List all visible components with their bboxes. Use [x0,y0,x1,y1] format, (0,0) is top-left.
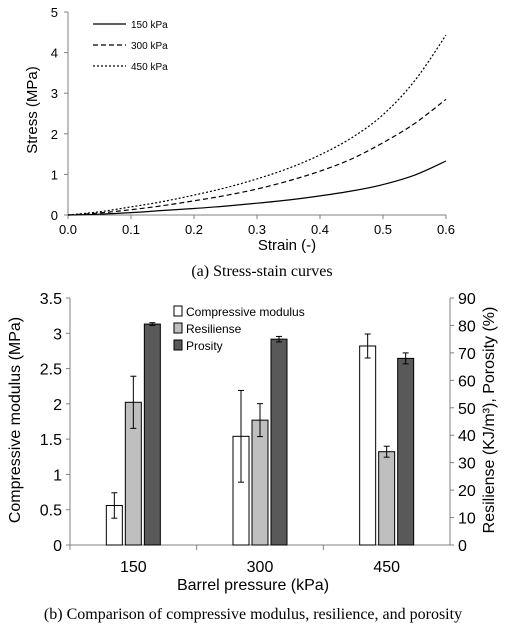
x-tick-label-a: 0.4 [311,222,329,237]
series-line-150-kpa [67,160,447,216]
y-tick-label-a: 4 [51,46,58,61]
x-tick-label-a: 0.5 [374,222,392,237]
bar-resiliense [378,451,396,546]
legend-swatch-b [173,322,183,334]
y2-tick-label-b: 70 [458,346,476,363]
x-axis-label-b: Barrel pressure (kPa) [177,577,329,594]
y-axis-label-a: Stress (MPa) [24,66,41,154]
error-bars-b [111,322,409,519]
caption-b: (b) Comparison of compressive modulus, r… [44,606,462,623]
y-tick-label-b: 3 [53,326,62,343]
series-line-300-kpa [67,98,447,216]
caption-a: (a) Stress-stain curves [191,263,332,280]
x-tick-label-a: 0.2 [185,222,203,237]
series-lines-a [67,34,447,216]
x-tick-label-a: 0.0 [59,222,77,237]
y2-tick-label-b: 10 [458,511,476,528]
tick-labels-a: 0.0 0.1 0.2 0.3 0.4 0.5 0.6 0 1 2 3 4 5 [51,5,455,237]
y-tick-label-a: 3 [51,86,58,101]
y-axis-label-b: Compressive modulus (MPa) [7,317,24,523]
series-line-450-kpa [67,34,447,216]
legend-swatch-b [173,305,183,317]
bars-b [105,323,415,546]
y-tick-label-a: 0 [51,208,58,223]
legend-label-a: 450 kPa [131,62,168,73]
y-tick-label-b: 2 [53,397,62,414]
y-tick-label-b: 0 [53,538,62,555]
y2-tick-label-b: 40 [458,428,476,445]
y-tick-label-b: 1 [53,467,62,484]
bar-prosity [397,357,415,546]
y2-axis-label-b: Resiliense (KJ/m³), Porosity (%) [481,307,498,534]
y2-tick-label-b: 90 [458,291,476,308]
bar-prosity [143,323,161,546]
y2-tick-label-b: 60 [458,373,476,390]
bar-resiliense [251,419,269,546]
y-tick-label-a: 2 [51,127,58,142]
y-tick-label-b: 0.5 [40,503,62,520]
y-tick-label-b: 2.5 [40,362,62,379]
legend-label-a: 150 kPa [131,20,168,31]
x-tick-label-b: 150 [120,559,147,576]
x-tick-label-a: 0.6 [437,222,455,237]
x-tick-label-a: 0.1 [122,222,140,237]
legend-label-b: Compressive modulus [186,305,305,319]
x-tick-label-a: 0.3 [248,222,266,237]
legend-label-b: Prosity [186,339,223,353]
bar-compressive-modulus [359,345,377,546]
y2-tick-label-b: 50 [458,401,476,418]
x-axis-label-a: Strain (-) [258,237,316,254]
y-tick-label-b: 3.5 [40,291,62,308]
legend-label-b: Resiliense [186,322,242,336]
y-tick-label-a: 5 [51,5,58,20]
tick-labels-b: 0 0.5 1 1.5 2 2.5 3 3.5 0 10 20 30 40 50 60 70 80 90 150 30… [40,291,476,576]
y2-tick-label-b: 30 [458,456,476,473]
legend-swatch-b [173,339,183,351]
bar-prosity [270,338,288,546]
legend-label-a: 300 kPa [131,41,168,52]
y-tick-label-b: 1.5 [40,432,62,449]
stress-strain-chart: 0.0 0.1 0.2 0.3 0.4 0.5 0.6 0 1 2 3 4 5 150 kPa 300 k… [24,5,455,280]
y2-tick-label-b: 20 [458,483,476,500]
x-tick-label-b: 450 [373,559,400,576]
legend-b: Compressive modulus Resiliense Prosity [173,305,305,353]
x-tick-label-b: 300 [247,559,274,576]
axes-a [64,11,447,219]
y2-tick-label-b: 0 [458,538,467,555]
y2-tick-label-b: 80 [458,318,476,335]
comparison-bar-chart: 0 0.5 1 1.5 2 2.5 3 3.5 0 10 20 30 40 50 60 70 80 90 150 30… [7,291,498,623]
legend-a: 150 kPa 300 kPa 450 kPa [93,20,168,73]
y-tick-label-a: 1 [51,167,58,182]
